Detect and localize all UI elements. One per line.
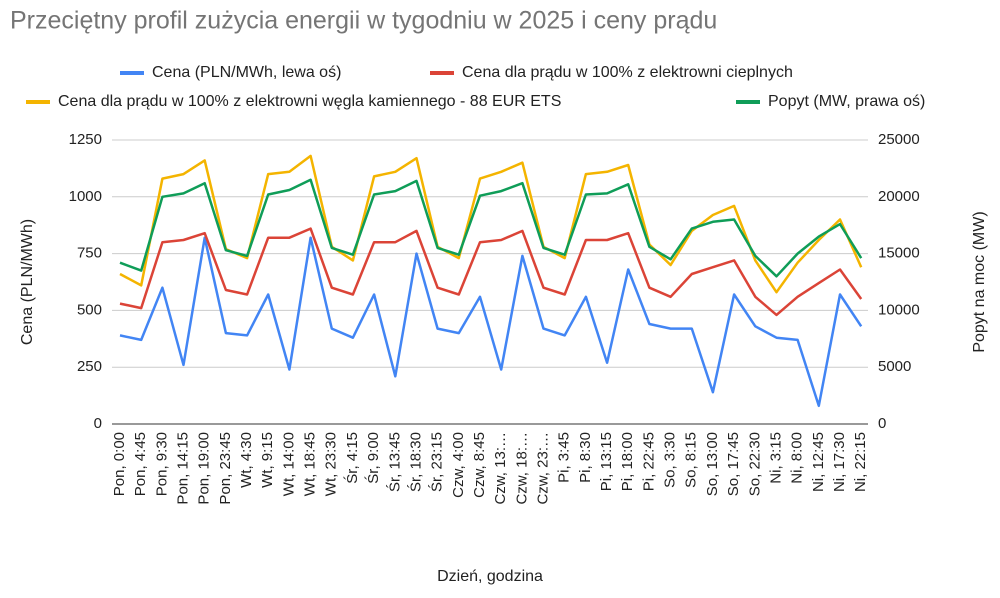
y2-tick-label: 15000	[878, 245, 920, 262]
x-tick-label: Ni, 17:30	[831, 432, 848, 492]
legend-label: Cena (PLN/MWh, lewa oś)	[152, 64, 341, 81]
y-tick-label: 250	[77, 358, 102, 375]
chart-title: Przeciętny profil zużycia energii w tygo…	[10, 7, 717, 35]
x-tick-label: Pon, 4:45	[132, 432, 149, 496]
y-tick-label: 1250	[69, 131, 102, 148]
y-tick-label: 500	[77, 301, 102, 318]
x-tick-label: So, 17:45	[725, 432, 742, 496]
series-line	[119, 236, 863, 408]
x-tick-label: Pi, 8:30	[577, 432, 594, 483]
x-tick-label: Ni, 12:45	[810, 432, 827, 492]
x-tick-label: Pi, 3:45	[556, 432, 573, 483]
x-tick-label: So, 3:30	[662, 432, 679, 488]
legend-label: Cena dla prądu w 100% z elektrowni ciepl…	[462, 64, 793, 81]
y2-tick-label: 0	[878, 415, 886, 432]
x-tick-label: Śr, 9:00	[364, 432, 382, 484]
x-tick-label: Ni, 8:00	[789, 432, 806, 484]
x-tick-label: Śr, 4:15	[343, 432, 361, 484]
x-tick-label: Pon, 14:15	[174, 432, 191, 505]
y2-tick-label: 25000	[878, 131, 920, 148]
x-tick-label: Wt, 14:00	[280, 432, 297, 496]
x-tick-label: Śr, 18:30	[406, 432, 424, 492]
x-tick-label: Wt, 9:15	[259, 432, 276, 488]
y-tick-label: 0	[94, 415, 102, 432]
x-tick-label: Pon, 19:00	[196, 432, 213, 505]
x-tick-label: Czw, 4:00	[450, 432, 467, 498]
x-tick-label: Wt, 18:45	[302, 432, 319, 496]
legend-label: Cena dla prądu w 100% z elektrowni węgla…	[58, 93, 561, 110]
x-tick-label: Pon, 0:00	[111, 432, 128, 496]
y2-tick-label: 10000	[878, 301, 920, 318]
y-axis-title: Cena (PLN/MWh)	[19, 219, 36, 345]
series-line	[119, 227, 863, 317]
x-tick-label: Czw, 23:…	[534, 432, 551, 505]
y-tick-label: 750	[77, 245, 102, 262]
x-tick-label: Wt, 4:30	[238, 432, 255, 488]
x-tick-label: Pon, 9:30	[153, 432, 170, 496]
x-tick-label: Czw, 13:…	[492, 432, 509, 505]
x-tick-label: Wt, 23:30	[323, 432, 340, 496]
x-tick-label: So, 8:15	[683, 432, 700, 488]
y-tick-label: 1000	[69, 188, 102, 205]
y2-tick-label: 20000	[878, 188, 920, 205]
x-tick-label: Pi, 18:00	[619, 432, 636, 491]
x-tick-label: Śr, 23:15	[428, 432, 446, 492]
x-tick-label: Czw, 8:45	[471, 432, 488, 498]
x-tick-label: Czw, 18:…	[513, 432, 530, 505]
x-axis-title: Dzień, godzina	[437, 568, 543, 585]
series-line	[119, 154, 863, 294]
legend-label: Popyt (MW, prawa oś)	[768, 93, 925, 110]
x-tick-label: So, 13:00	[704, 432, 721, 496]
x-tick-label: Pi, 13:15	[598, 432, 615, 491]
x-tick-label: Ni, 22:15	[852, 432, 869, 492]
series-line	[119, 178, 863, 278]
y2-tick-label: 5000	[878, 358, 911, 375]
x-tick-label: Śr, 13:45	[385, 432, 403, 492]
x-tick-label: Pi, 22:45	[640, 432, 657, 491]
x-tick-label: Ni, 3:15	[767, 432, 784, 484]
y2-axis-title: Popyt na moc (MW)	[971, 211, 988, 352]
x-tick-label: Pon, 23:45	[217, 432, 234, 505]
x-tick-label: So, 22:30	[746, 432, 763, 496]
